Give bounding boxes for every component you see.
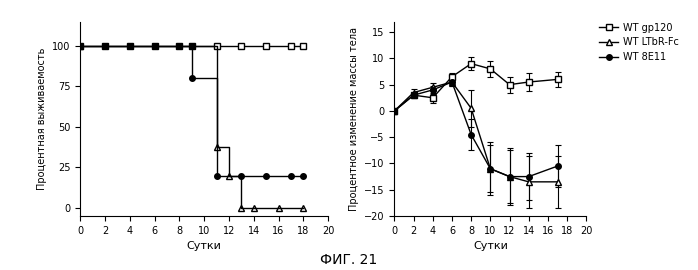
X-axis label: Сутки: Сутки [187,241,221,251]
X-axis label: Сутки: Сутки [473,241,507,251]
Legend: WT gp120, WT LTbR-Fc, WT 8E11: WT gp120, WT LTbR-Fc, WT 8E11 [599,23,679,62]
Y-axis label: Процентная выживаемость: Процентная выживаемость [36,48,47,190]
Y-axis label: Процентное изменение массы тела: Процентное изменение массы тела [348,27,359,211]
Text: ФИГ. 21: ФИГ. 21 [320,253,378,267]
